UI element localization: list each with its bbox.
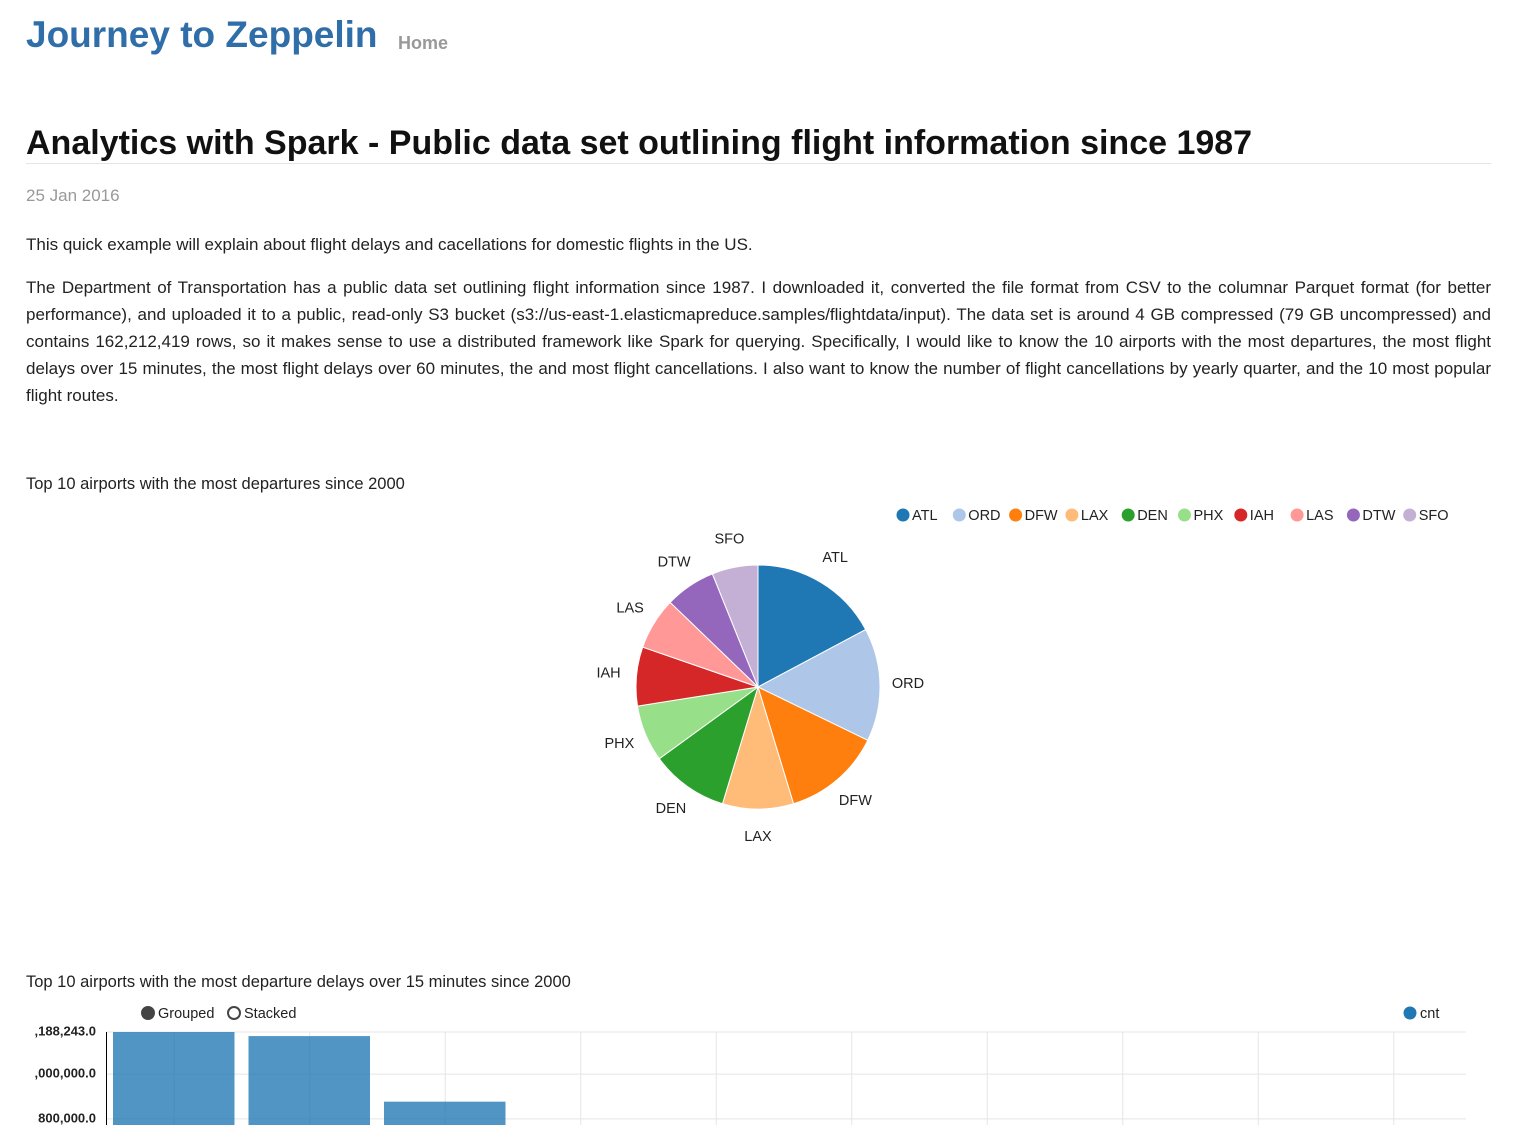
y-tick-label: ,000,000.0: [35, 1066, 96, 1081]
slice-label: ATL: [822, 550, 848, 566]
pie-slice: [756, 628, 881, 741]
legend-label[interactable]: DFW: [1025, 508, 1058, 524]
bar-chart: 800,000.0 ,000,000.0 ,188,243.0 cnt Grouped S…: [35, 1006, 1466, 1125]
legend-marker[interactable]: [1403, 1006, 1417, 1020]
legend-marker[interactable]: [896, 508, 910, 522]
bar: [248, 1036, 370, 1125]
paragraph: This quick example will explain about fl…: [26, 235, 753, 254]
legend-label[interactable]: DEN: [1137, 508, 1168, 524]
chart-title: Top 10 airports with the most departure …: [26, 973, 571, 991]
pie-slice: [757, 564, 867, 688]
legend-label[interactable]: IAH: [1250, 508, 1274, 524]
legend-marker[interactable]: [1178, 508, 1191, 522]
control-label[interactable]: Stacked: [244, 1006, 296, 1022]
post-date: 25 Jan 2016: [26, 186, 120, 205]
slice-label: ORD: [892, 676, 924, 692]
legend-label[interactable]: SFO: [1419, 508, 1449, 524]
slice-label: LAX: [744, 829, 772, 845]
y-tick-label: ,188,243.0: [35, 1023, 96, 1038]
slice-label: IAH: [596, 666, 620, 682]
control-label[interactable]: Grouped: [158, 1006, 214, 1022]
slice-label: DTW: [658, 555, 691, 571]
legend-label[interactable]: PHX: [1194, 508, 1224, 524]
legend-label[interactable]: LAS: [1306, 508, 1333, 524]
legend-label[interactable]: DTW: [1362, 508, 1395, 524]
legend-marker[interactable]: [1290, 508, 1304, 522]
slice-label: DEN: [656, 801, 687, 817]
y-tick-label: 800,000.0: [38, 1110, 96, 1125]
slice-label: PHX: [605, 736, 635, 752]
pie-slice: [757, 686, 869, 805]
slice-label: DFW: [839, 793, 872, 809]
bar: [113, 1032, 235, 1125]
paragraph: The Department of Transportation has a p…: [26, 278, 1491, 405]
legend-label[interactable]: ATL: [912, 508, 938, 524]
legend-marker[interactable]: [1403, 508, 1417, 522]
post-title: Analytics with Spark - Public data set o…: [26, 124, 1253, 162]
legend-label[interactable]: LAX: [1081, 508, 1109, 524]
slice-label: SFO: [715, 532, 745, 548]
pie-slice: [658, 685, 759, 805]
nav-link[interactable]: Home: [398, 33, 449, 53]
legend-label[interactable]: cnt: [1420, 1006, 1439, 1022]
legend-marker[interactable]: [1009, 508, 1023, 522]
brand[interactable]: Journey to Zeppelin: [26, 14, 378, 55]
control-radio[interactable]: [141, 1006, 155, 1020]
pie-chart: ATL ORD DFW LAX DEN PHX IAH LAS DTW SFO ATL ORD DFW L…: [596, 508, 1449, 845]
legend-label[interactable]: ORD: [968, 508, 1000, 524]
chart-title: Top 10 airports with the most departures…: [26, 475, 405, 493]
legend-marker[interactable]: [1234, 508, 1248, 522]
slice-label: LAS: [616, 600, 643, 616]
legend-marker[interactable]: [952, 508, 966, 522]
pie-slice: [711, 564, 759, 688]
legend-marker[interactable]: [1065, 508, 1079, 522]
divider: [26, 163, 1491, 164]
legend-marker[interactable]: [1121, 508, 1135, 522]
bar: [384, 1101, 506, 1125]
legend-marker[interactable]: [1346, 508, 1360, 522]
control-radio[interactable]: [227, 1006, 241, 1020]
